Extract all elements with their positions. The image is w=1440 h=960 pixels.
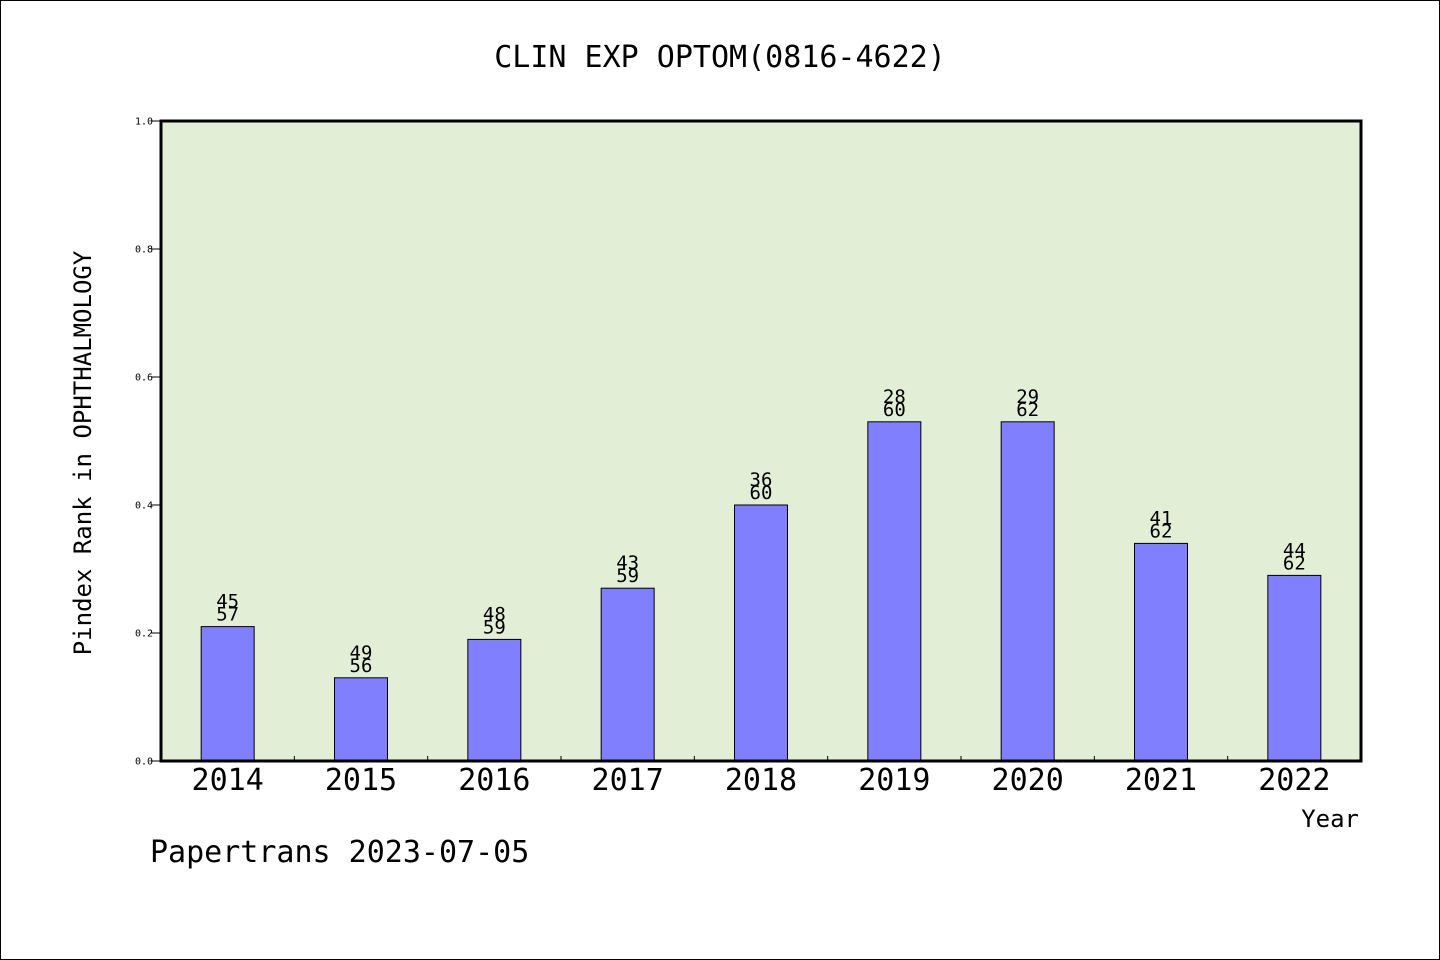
bars <box>200 421 1322 762</box>
bar-label-top: 49 <box>350 642 373 664</box>
bar-label-top: 41 <box>1150 507 1173 529</box>
y-axis-ticks: 0.0 0.2 0.4 0.6 0.8 1.0 <box>135 117 161 768</box>
y-tick-label: 0.8 <box>135 245 153 256</box>
y-axis-label: Pindex Rank in OPHTHALMOLOGY <box>69 250 97 655</box>
x-tick-label: 2021 <box>1125 763 1197 798</box>
bar-label-bottom: 62 <box>1016 399 1039 421</box>
bar-label-bottom: 60 <box>883 399 906 421</box>
bar-label-bottom: 57 <box>216 604 239 626</box>
plot-frame <box>159 119 1363 763</box>
x-tick-label: 2022 <box>1258 763 1330 798</box>
bar-2020 <box>1000 421 1055 762</box>
bar-2016 <box>467 638 522 762</box>
bar-label-top: 28 <box>883 386 906 408</box>
x-axis-label: Year <box>1301 805 1359 833</box>
bar-2017 <box>600 587 655 762</box>
x-tick-label: 2018 <box>725 763 797 798</box>
bar-label-top: 45 <box>216 591 239 613</box>
bar-label-top: 44 <box>1283 539 1306 561</box>
y-tick-label: 0.2 <box>135 629 153 640</box>
chart-title: CLIN EXP OPTOM(0816-4622) <box>494 40 946 75</box>
y-tick-label: 0.6 <box>135 373 153 384</box>
bar-label-bottom: 56 <box>350 655 373 677</box>
bar-2018 <box>734 504 788 762</box>
bar-label-bottom: 60 <box>750 482 773 504</box>
x-tick-label: 2017 <box>592 763 664 798</box>
bar-label-bottom: 62 <box>1283 552 1306 574</box>
bar-label-top: 43 <box>616 552 639 574</box>
bar-label-top: 48 <box>483 603 506 625</box>
bar-label-bottom: 62 <box>1150 520 1173 542</box>
x-tick-label: 2015 <box>325 763 397 798</box>
bar-label-bottom: 59 <box>483 616 506 638</box>
bar-2015 <box>334 677 388 762</box>
x-tick-labels: 2014 2015 2016 2017 2018 2019 2020 2021 2022 <box>192 763 1331 798</box>
x-tick-label: 2016 <box>458 763 530 798</box>
bar-2021 <box>1134 542 1188 762</box>
x-tick-label: 2014 <box>192 763 264 798</box>
bar-2022 <box>1267 574 1322 762</box>
y-tick-label: 0.4 <box>135 501 153 512</box>
bar-2019 <box>867 421 922 762</box>
bar-label-top: 29 <box>1016 386 1039 408</box>
x-tick-label: 2020 <box>992 763 1064 798</box>
y-tick-label: 0.0 <box>135 757 153 768</box>
y-tick-label: 1.0 <box>135 117 153 128</box>
bar-2014 <box>200 626 255 762</box>
bar-label-bottom: 59 <box>616 565 639 587</box>
x-tick-label: 2019 <box>858 763 930 798</box>
bar-label-top: 36 <box>750 469 773 491</box>
footer-note: Papertrans 2023-07-05 <box>150 835 530 870</box>
